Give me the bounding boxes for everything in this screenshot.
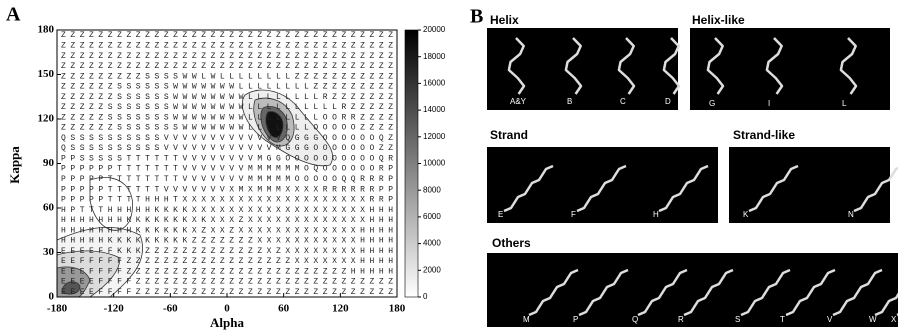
x-tick-label: -60 bbox=[163, 303, 178, 315]
colorbar-tick-label: 18000 bbox=[423, 52, 446, 61]
structure-panel bbox=[690, 28, 890, 110]
colorbar-tick-label: 12000 bbox=[423, 132, 446, 141]
letter-row: ZZZZZZZZZSSSSWWLWLLLLLLLLZZZZZZZZZZZ bbox=[61, 72, 393, 81]
colorbar-tick-label: 14000 bbox=[423, 105, 446, 114]
colorbar-tick-label: 2000 bbox=[423, 265, 441, 274]
letter-row: ZZZZZZSSSSSSWWWWWWWWLLLLLLLLRZZZZZZZ bbox=[61, 93, 393, 102]
colorbar-tick-label: 16000 bbox=[423, 79, 446, 88]
y-tick-label: 120 bbox=[38, 113, 55, 125]
structure-label: Q bbox=[632, 315, 638, 324]
group-title: Helix-like bbox=[692, 13, 745, 27]
structure-label: P bbox=[573, 315, 578, 324]
colorbar-tick-label: 0 bbox=[423, 292, 428, 301]
structure-label: M bbox=[523, 315, 530, 324]
letter-row: ZZZZZZSSSSSSSWWWWWWWLLLLLLLOOOOOZZZZ bbox=[61, 124, 393, 133]
structure-label: E bbox=[498, 210, 503, 219]
x-tick-label: -180 bbox=[47, 303, 68, 315]
x-tick-label: 0 bbox=[224, 303, 230, 315]
letter-row: ZZZZZZZZZZZZZZZZZZZZZZZZZZZZZZZZZZZZ bbox=[61, 52, 393, 61]
panel-label: A bbox=[6, 4, 21, 26]
panel-label: B bbox=[470, 6, 483, 28]
structure-label: L bbox=[842, 99, 847, 108]
colorbar bbox=[405, 30, 418, 297]
letter-row: HHHHHKKKKKKKKKZZZZZZZXXXXXXXXXXXHHHH bbox=[61, 237, 393, 246]
letter-row: PPPPPTTTTHHHTXXXXXXXXXXXXXXXXXXXXRRP bbox=[61, 196, 393, 205]
letter-row: PPPPPPTTTTTTTVVVVVVVMMMMMMOQOOOOOORP bbox=[61, 165, 393, 174]
letter-row: ZZZZZZZZZZZZZZZZZZZZZZZZZZZZZZZZZZZZ bbox=[61, 42, 393, 51]
structure-label: X bbox=[891, 315, 897, 324]
structure-label: N bbox=[848, 210, 854, 219]
y-tick-label: 0 bbox=[49, 291, 55, 303]
letter-row: EEEEFFFFZZZZZZZZZZZZZZZZZZZZZZZZZZZZ bbox=[61, 278, 393, 287]
y-tick-label: 30 bbox=[43, 246, 55, 258]
y-tick-label: 150 bbox=[38, 68, 55, 80]
letter-row: EEEFFFFZZZZZZZZZZZZZZZZZZZZZZZZHHHHH bbox=[61, 267, 393, 276]
letter-row: HHHHHHHKKKKKKKXKXXXZXXXXXXXXXXXXXHHH bbox=[61, 216, 393, 225]
figure: ZZZZZZZZZZZZZZZZZZZZZZZZZZZZZZZZZZZZZZZZ… bbox=[0, 0, 898, 333]
letter-row: EEEEFFKKKZZZZZZZZZZZZZXZXXXXXXXXHHHH bbox=[61, 247, 393, 256]
structure-label: R bbox=[678, 315, 684, 324]
structure-label: V bbox=[827, 315, 833, 324]
y-tick-label: 90 bbox=[43, 157, 55, 169]
structure-label: A&Y bbox=[510, 97, 527, 106]
x-tick-label: 60 bbox=[278, 303, 290, 315]
structure-label: H bbox=[653, 210, 659, 219]
letter-row: QSSSSSSSSSSVVVVVVVVVVVVVQGGGOOOOOOQZ bbox=[61, 134, 393, 143]
structure-label: T bbox=[780, 315, 785, 324]
letter-row: ZZZZZSSSSSSSWWWWWWWWLLLLLLLLOORRZZZZ bbox=[61, 113, 393, 122]
letter-row: EEFFFFFZZZZZZZZZZZZZZZZZZXXXXXXXHHHH bbox=[61, 257, 393, 266]
structure-label: S bbox=[735, 315, 740, 324]
colorbar-tick-label: 10000 bbox=[423, 159, 446, 168]
letter-row: HPTTTHHHHHKKKKXXXXXXXXXXXXXXXXXXXHHH bbox=[61, 206, 393, 215]
letter-row: ZZZZZZZZZZZZZZZZZZZZZZZZZZZZZZZZZZZZ bbox=[61, 31, 393, 40]
letter-row: ZZZZZSSSSSSSWWWWWWWWLLLLLLLLLLRZZZZZ bbox=[61, 103, 393, 112]
letter-row: QSSSSSSSSSSVVVVVVVVVVVVMGGGOOOOOOOZZ bbox=[61, 144, 393, 153]
y-axis-label: Kappa bbox=[7, 146, 22, 184]
structure-label: G bbox=[709, 99, 715, 108]
letter-row: PPPPPTTTTTTVVVVVVVXMXMMMXXXXRRRRRRPP bbox=[61, 185, 393, 194]
y-tick-label: 180 bbox=[38, 24, 55, 36]
structure-label: D bbox=[665, 97, 671, 106]
letter-row: PPPPPTTTTTTTTVVVVVVVMMMMMOOOOOQQRRRP bbox=[61, 175, 393, 184]
structure-panel bbox=[487, 253, 898, 327]
letter-row: PPSSSSSTTTTTTVVVVVVVVMGGOOOOOOOOOOQR bbox=[61, 154, 393, 163]
colorbar-tick-label: 4000 bbox=[423, 239, 441, 248]
x-tick-label: -120 bbox=[104, 303, 125, 315]
letter-grid: ZZZZZZZZZZZZZZZZZZZZZZZZZZZZZZZZZZZZZZZZ… bbox=[61, 31, 393, 297]
y-tick-label: 60 bbox=[43, 202, 55, 214]
x-tick-label: 120 bbox=[332, 303, 349, 315]
structure-label: C bbox=[620, 97, 626, 106]
structure-label: W bbox=[869, 315, 877, 324]
structure-label: K bbox=[743, 210, 749, 219]
group-title: Strand bbox=[490, 128, 528, 142]
letter-row: HHHHHHHHKKKKKKXZXXZXXXXXXXXXXXXXHHHH bbox=[61, 226, 393, 235]
structure-panel bbox=[729, 147, 890, 223]
x-axis-label: Alpha bbox=[210, 315, 244, 330]
group-title: Strand-like bbox=[733, 128, 795, 142]
panel-b: Helix A&Y B C D Helix-like G I L Strand E F H Strand-… bbox=[487, 13, 898, 327]
letter-row: ZZZZZZSSSSSSWWWWWWWLLLLLLLLZZZZZZZZZ bbox=[61, 83, 393, 92]
group-title: Helix bbox=[490, 13, 519, 27]
structure-label: F bbox=[571, 210, 576, 219]
colorbar-tick-label: 6000 bbox=[423, 212, 441, 221]
colorbar-tick-label: 8000 bbox=[423, 185, 441, 194]
structure-label: I bbox=[768, 99, 770, 108]
colorbar-tick-label: 20000 bbox=[423, 25, 446, 34]
group-title: Others bbox=[492, 236, 531, 250]
x-tick-label: 180 bbox=[389, 303, 406, 315]
letter-row: ZZZZZZZZZZZZZZZZZZZZZZZZZZZZZZZZZZZZ bbox=[61, 62, 393, 71]
structure-label: B bbox=[567, 97, 572, 106]
